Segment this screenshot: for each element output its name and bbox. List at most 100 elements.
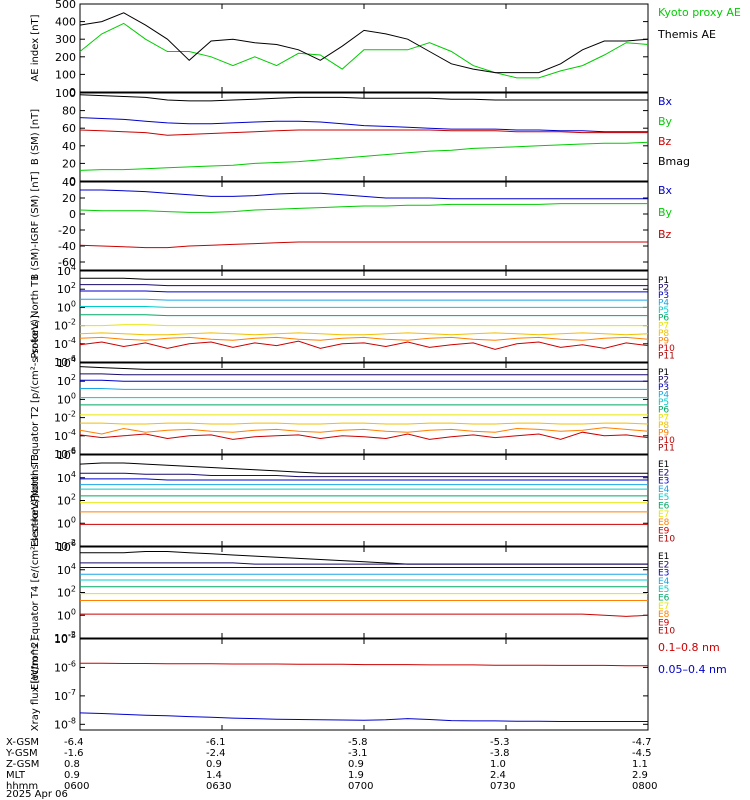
- y-tick-label: 0: [69, 208, 76, 221]
- footer-row-label: X-GSM: [6, 737, 39, 748]
- y-tick-label: 10-7: [54, 688, 76, 703]
- footer-row-label: Y-GSM: [5, 748, 38, 759]
- y-tick-label: 80: [62, 105, 76, 118]
- y-tick-label: -20: [58, 224, 76, 237]
- panel-6: 106 104 102 100 10-2 Electrons North T3 E1E2E3…: [30, 447, 675, 553]
- series-line-Kyoto proxy AE: [79, 22, 649, 79]
- legend-entry: Bx: [658, 184, 673, 197]
- legend-entry: E8: [658, 518, 670, 528]
- footer-cell: 0630: [206, 781, 231, 792]
- legend-entry: E10: [658, 535, 675, 545]
- y-tick-label: 102: [57, 281, 76, 296]
- legend-entry: P6: [658, 406, 669, 416]
- series-line-Bz: [79, 241, 648, 249]
- series-line-P2: [80, 373, 648, 376]
- series-line-Bx: [80, 189, 648, 200]
- series-line-Bmag: [79, 94, 648, 102]
- y-tick-label: 106: [57, 539, 76, 554]
- y-axis-label: Electrons North T3: [30, 454, 41, 547]
- legend-entry: P10: [658, 344, 675, 354]
- footer-cell: 0.9: [64, 770, 80, 781]
- legend-entry: E4: [658, 485, 670, 495]
- footer-cell: 0700: [348, 781, 373, 792]
- legend-entry: Bz: [658, 228, 672, 241]
- footer-cell: -5.8: [348, 737, 368, 748]
- legend-entry: P5: [658, 398, 669, 408]
- legend-entry: P3: [658, 383, 669, 393]
- series-line-P8: [79, 332, 649, 336]
- series-line-P4: [80, 298, 648, 301]
- footer-cell: -5.3: [490, 737, 510, 748]
- y-tick-label: 100: [55, 68, 76, 81]
- footer-cell: 0.8: [64, 759, 80, 770]
- footer-row-label: hhmm: [6, 781, 38, 792]
- y-tick-label: 500: [55, 0, 76, 11]
- legend-entry: E9: [658, 618, 670, 628]
- panel-8: 10-5 10-6 10-7 10-8 Xray flux [W/m^2] 0.1–0.8…: [30, 631, 727, 731]
- y-tick-label: 104: [57, 263, 76, 278]
- legend-entry: E6: [658, 502, 670, 512]
- y-tick-label: 10-2: [54, 318, 76, 333]
- y-axis-label: Electrons Equator T4 [e/(cm²-s-sr-keV)]: [30, 495, 41, 690]
- footer-cell: -3.1: [348, 748, 368, 759]
- legend-entry: By: [658, 115, 673, 128]
- footer-cell: 2.4: [490, 770, 506, 781]
- legend-entry: P11: [658, 443, 675, 453]
- legend-entry: E8: [658, 610, 670, 620]
- series-line-E9: [80, 613, 649, 617]
- legend-entry: E3: [658, 569, 669, 579]
- y-tick-label: 10-5: [54, 631, 76, 646]
- series-line-P1: [80, 277, 648, 280]
- legend-entry: Bmag: [658, 155, 690, 168]
- series-line-E2: [80, 562, 648, 565]
- footer-cell: -4.7: [632, 737, 652, 748]
- legend-entry: By: [658, 206, 673, 219]
- y-tick-label: 10-2: [54, 410, 76, 425]
- legend-entry: E5: [658, 493, 669, 503]
- y-axis-label: AE index [nT]: [30, 14, 41, 81]
- legend-entry: P4: [658, 391, 669, 401]
- y-tick-label: 102: [57, 585, 76, 600]
- footer-cell: 1.9: [348, 770, 364, 781]
- y-tick-label: 10-2: [54, 630, 76, 645]
- y-tick-label: 20: [62, 192, 76, 205]
- y-tick-label: 104: [57, 355, 76, 370]
- y-tick-label: -40: [58, 240, 76, 253]
- footer-cell: 1.4: [206, 770, 222, 781]
- series-line-E1: [79, 462, 648, 474]
- legend-entry: P8: [658, 329, 669, 339]
- y-tick-label: 100: [57, 391, 76, 406]
- footer-cell: -1.6: [64, 748, 84, 759]
- legend-entry: E7: [658, 510, 669, 520]
- y-tick-label: 60: [62, 122, 76, 135]
- y-tick-label: 10-2: [54, 538, 76, 553]
- legend-entry: E1: [658, 460, 669, 470]
- y-axis-label: Protons North T1: [30, 274, 41, 358]
- legend-entry: E7: [658, 602, 669, 612]
- y-tick-label: 100: [57, 515, 76, 530]
- legend-entry: P11: [658, 351, 675, 361]
- legend-entry: E9: [658, 526, 670, 536]
- panel-frame: [79, 3, 649, 93]
- legend-entry: E2: [658, 560, 669, 570]
- legend-entry: E10: [658, 627, 675, 637]
- legend-entry: P6: [658, 314, 669, 324]
- y-tick-label: 102: [57, 493, 76, 508]
- legend-entry: P9: [658, 428, 669, 438]
- y-tick-label: -60: [58, 256, 76, 269]
- y-axis-label: Xray flux [W/m^2]: [30, 638, 41, 732]
- legend-entry: P2: [658, 284, 669, 294]
- legend-entry: P10: [658, 436, 675, 446]
- footer-cell: -6.1: [206, 737, 226, 748]
- y-tick-label: 0: [69, 175, 76, 188]
- footer-cell: 0.9: [348, 759, 364, 770]
- y-tick-label: 10-4: [54, 428, 76, 443]
- legend-entry: E3: [658, 477, 669, 487]
- legend-entry: E2: [658, 468, 669, 478]
- y-axis-label: B (SM)-IGRF (SM) [nT]: [30, 171, 41, 280]
- legend-entry: Bz: [658, 135, 672, 148]
- series-line-Bz: [79, 129, 648, 136]
